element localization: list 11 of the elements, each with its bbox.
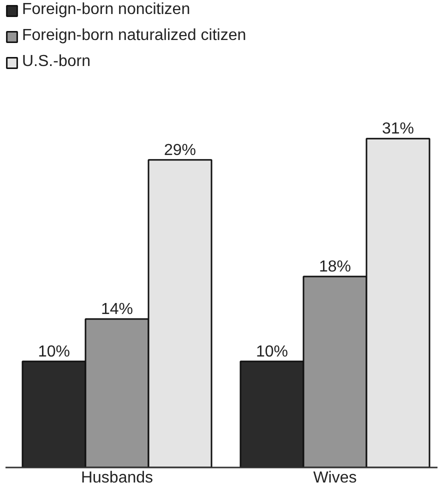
data-label: 10% bbox=[38, 343, 70, 360]
x-tick-label: Husbands bbox=[80, 470, 154, 486]
data-label: 14% bbox=[100, 300, 134, 318]
data-label: 31% bbox=[382, 120, 414, 138]
data-label: 10% bbox=[256, 343, 288, 360]
x-tick-label: Wives bbox=[313, 470, 357, 486]
data-label: 29% bbox=[164, 142, 196, 159]
legend-label: Foreign-born noncitizen bbox=[22, 0, 190, 20]
legend-label: U.S.-born bbox=[22, 52, 90, 72]
legend-label: Foreign-born naturalized citizen bbox=[22, 26, 246, 46]
data-label: 18% bbox=[318, 258, 352, 276]
